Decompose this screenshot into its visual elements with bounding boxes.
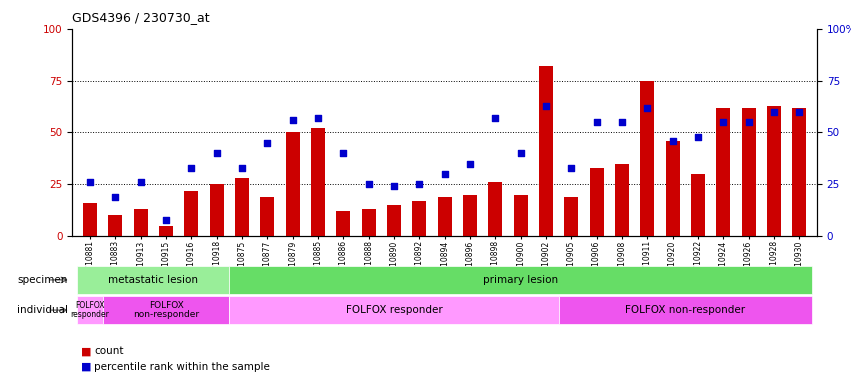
Point [83, 179, 97, 185]
Bar [615, 164, 629, 236]
Bar [159, 226, 173, 236]
Text: FOLFOX responder: FOLFOX responder [346, 305, 443, 315]
Text: individual: individual [17, 305, 68, 315]
Bar [209, 184, 224, 236]
Bar [108, 215, 123, 236]
Point [514, 150, 528, 156]
Point [210, 150, 224, 156]
Bar [235, 178, 249, 236]
Bar [514, 195, 528, 236]
Bar [691, 174, 705, 236]
Point [387, 183, 401, 189]
Text: FOLFOX
responder: FOLFOX responder [71, 301, 110, 319]
Point [286, 117, 300, 123]
Point [641, 104, 654, 111]
Point [311, 115, 325, 121]
Bar [311, 128, 325, 236]
Point [437, 171, 451, 177]
Bar [590, 168, 603, 236]
Point [742, 119, 756, 125]
Bar [437, 197, 452, 236]
Text: ■: ■ [81, 362, 91, 372]
Text: count: count [94, 346, 124, 356]
Bar [488, 182, 502, 236]
Bar [336, 211, 351, 236]
Point [260, 140, 274, 146]
Point [488, 115, 502, 121]
Text: primary lesion: primary lesion [483, 275, 558, 285]
Point [691, 134, 705, 140]
Point [590, 119, 603, 125]
Text: FOLFOX non-responder: FOLFOX non-responder [625, 305, 745, 315]
Bar [185, 190, 198, 236]
Bar [564, 197, 578, 236]
Text: metastatic lesion: metastatic lesion [108, 275, 198, 285]
Point [717, 119, 730, 125]
Point [134, 179, 147, 185]
Bar [792, 108, 806, 236]
Point [615, 119, 629, 125]
Point [463, 161, 477, 167]
Bar [767, 106, 781, 236]
Text: FOLFOX
non-responder: FOLFOX non-responder [133, 301, 199, 319]
Point [792, 109, 806, 115]
Bar [640, 81, 654, 236]
Bar [717, 108, 730, 236]
Text: specimen: specimen [18, 275, 68, 285]
Point [665, 138, 679, 144]
Point [564, 165, 578, 171]
Point [767, 109, 780, 115]
Bar [83, 203, 97, 236]
Bar [260, 197, 274, 236]
Bar [413, 201, 426, 236]
Bar [539, 66, 553, 236]
Point [362, 181, 375, 187]
Point [336, 150, 350, 156]
Text: ■: ■ [81, 346, 91, 356]
Bar [387, 205, 401, 236]
Bar [665, 141, 680, 236]
Bar [134, 209, 148, 236]
Bar [741, 108, 756, 236]
Bar [362, 209, 375, 236]
Point [540, 103, 553, 109]
Point [413, 181, 426, 187]
Point [235, 165, 248, 171]
Text: GDS4396 / 230730_at: GDS4396 / 230730_at [72, 12, 210, 25]
Point [185, 165, 198, 171]
Bar [463, 195, 477, 236]
Point [109, 194, 123, 200]
Point [159, 217, 173, 223]
Bar [286, 132, 300, 236]
Text: percentile rank within the sample: percentile rank within the sample [94, 362, 271, 372]
